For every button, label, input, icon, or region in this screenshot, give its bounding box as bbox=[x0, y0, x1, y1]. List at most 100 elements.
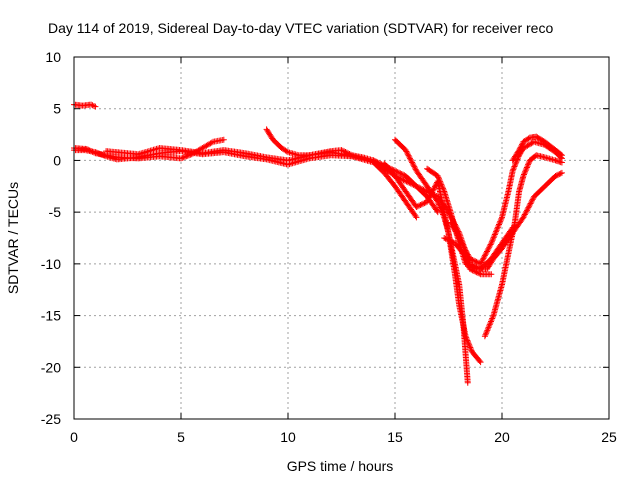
data-point bbox=[456, 235, 463, 241]
data-point bbox=[511, 163, 518, 170]
data-point bbox=[467, 345, 474, 352]
data-point bbox=[430, 186, 437, 193]
data-point bbox=[488, 240, 495, 247]
x-tick-label: 10 bbox=[280, 429, 296, 445]
data-point bbox=[437, 178, 444, 185]
data-point bbox=[450, 224, 457, 231]
data-point bbox=[528, 197, 535, 204]
data-point bbox=[476, 270, 483, 277]
data-point bbox=[526, 201, 533, 208]
data-point bbox=[510, 166, 517, 173]
data-point bbox=[465, 263, 472, 270]
data-point bbox=[400, 177, 407, 184]
data-point bbox=[343, 149, 350, 156]
data-point bbox=[462, 247, 469, 254]
data-point bbox=[406, 155, 413, 162]
data-point bbox=[413, 203, 420, 210]
data-point bbox=[447, 219, 454, 226]
data-point bbox=[90, 149, 97, 156]
data-point bbox=[456, 236, 463, 243]
data-point bbox=[461, 246, 468, 253]
data-point bbox=[556, 171, 563, 178]
data-point bbox=[452, 228, 459, 235]
data-point bbox=[488, 317, 495, 324]
data-point bbox=[460, 243, 467, 250]
data-point bbox=[373, 158, 380, 165]
data-point bbox=[468, 266, 475, 273]
data-point bbox=[462, 333, 469, 340]
data-point bbox=[489, 314, 496, 321]
y-tick-label: 10 bbox=[45, 49, 61, 65]
data-point bbox=[523, 207, 530, 214]
data-point bbox=[463, 334, 470, 341]
data-point bbox=[523, 208, 530, 215]
data-point bbox=[453, 229, 460, 236]
data-point bbox=[484, 327, 491, 334]
data-point bbox=[466, 341, 473, 348]
data-point bbox=[479, 258, 486, 265]
data-point bbox=[553, 172, 560, 179]
data-point bbox=[473, 269, 480, 276]
data-point bbox=[89, 102, 96, 109]
data-point bbox=[283, 148, 290, 155]
data-point bbox=[487, 241, 494, 248]
data-point bbox=[454, 231, 461, 238]
data-point bbox=[523, 164, 530, 171]
y-tick-label: -20 bbox=[41, 359, 61, 375]
y-axis-label: SDTVAR / TECUs bbox=[5, 182, 21, 294]
data-point bbox=[492, 230, 499, 237]
data-point bbox=[481, 252, 488, 259]
data-point bbox=[486, 321, 493, 328]
data-point bbox=[517, 144, 524, 151]
data-point bbox=[435, 175, 442, 182]
data-point bbox=[411, 165, 418, 172]
data-point bbox=[463, 257, 470, 264]
data-point bbox=[397, 170, 404, 177]
y-tick-label: -15 bbox=[41, 308, 61, 324]
y-tick-label: -25 bbox=[41, 411, 61, 427]
plot-frame bbox=[73, 56, 610, 420]
x-tick-label: 5 bbox=[177, 429, 185, 445]
data-point bbox=[459, 241, 466, 248]
data-point bbox=[483, 328, 490, 335]
data-point bbox=[486, 244, 493, 251]
data-point bbox=[483, 330, 490, 337]
data-point bbox=[467, 344, 474, 351]
data-point bbox=[465, 261, 472, 268]
data-point bbox=[417, 202, 424, 209]
data-point bbox=[338, 147, 345, 154]
data-point bbox=[448, 220, 455, 227]
data-point bbox=[478, 259, 485, 266]
data-point bbox=[418, 201, 425, 208]
data-point bbox=[371, 158, 378, 165]
data-point bbox=[431, 185, 438, 192]
data-point bbox=[527, 200, 534, 207]
data-point bbox=[529, 196, 536, 203]
data-point bbox=[487, 318, 494, 325]
data-point bbox=[457, 237, 464, 244]
chart-title: Day 114 of 2019, Sidereal Day-to-day VTE… bbox=[48, 20, 553, 36]
data-point bbox=[439, 184, 446, 191]
data-point bbox=[370, 157, 377, 164]
data-point bbox=[401, 177, 408, 184]
data-point bbox=[481, 253, 488, 260]
data-point bbox=[489, 315, 496, 322]
data-point bbox=[494, 224, 501, 231]
data-point bbox=[178, 155, 184, 162]
data-point bbox=[558, 152, 565, 159]
data-point bbox=[482, 251, 489, 258]
data-point bbox=[400, 171, 407, 178]
data-point bbox=[411, 163, 418, 170]
data-point bbox=[496, 221, 503, 228]
data-point bbox=[459, 240, 466, 247]
data-point bbox=[516, 147, 523, 154]
data-point bbox=[402, 147, 409, 154]
data-point bbox=[437, 204, 444, 211]
data-point bbox=[420, 200, 427, 207]
data-point bbox=[437, 179, 444, 186]
data-point bbox=[464, 379, 471, 386]
data-point bbox=[403, 148, 410, 155]
data-point bbox=[409, 159, 416, 166]
data-point bbox=[512, 162, 519, 169]
